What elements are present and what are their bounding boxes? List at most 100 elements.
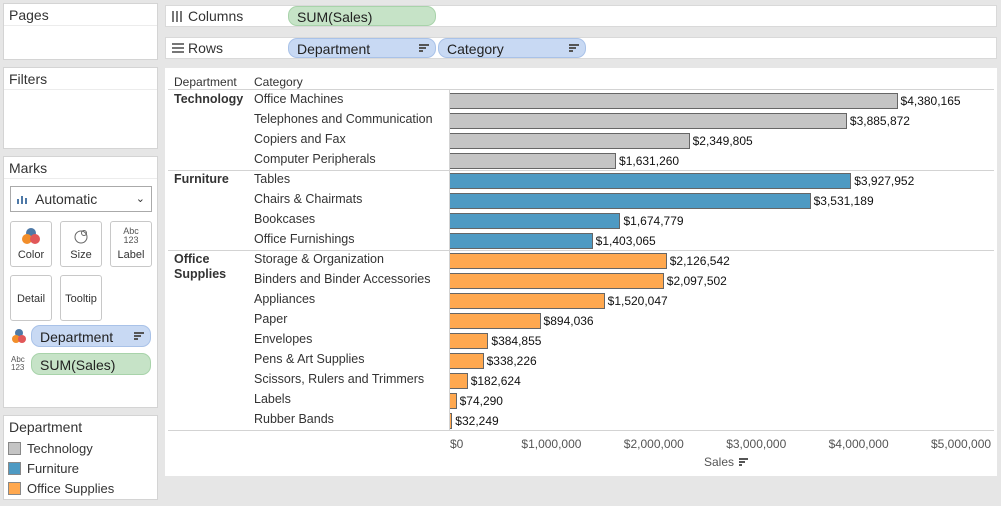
category-label: Copiers and Fax [254,132,346,146]
bar-mark[interactable] [449,273,664,289]
category-label: Binders and Binder Accessories [254,272,431,286]
category-label: Scissors, Rulers and Trimmers [254,372,425,386]
data-label: $894,036 [543,314,594,328]
bar-mark[interactable] [449,93,898,109]
data-label: $74,290 [459,394,503,408]
bar-mark[interactable] [449,213,621,229]
department-header: Department [174,75,237,89]
data-label: $32,249 [455,414,499,428]
size-button[interactable]: Size [60,221,102,267]
sort-icon [419,44,429,53]
legend-item-office-supplies[interactable]: Office Supplies [8,481,114,496]
category-label: Appliances [254,292,316,306]
data-label: $182,624 [470,374,521,388]
x-tick-label: $3,000,000 [726,437,787,451]
sort-icon [739,458,749,466]
detail-button[interactable]: Detail [10,275,52,321]
pages-card: Pages [3,3,158,60]
data-label: $3,531,189 [813,194,874,208]
color-icon [11,227,51,245]
legend-item-technology[interactable]: Technology [8,441,93,456]
data-label: $3,927,952 [854,174,915,188]
data-label: $384,855 [491,334,542,348]
category-label: Envelopes [254,332,313,346]
legend-title: Department [9,419,83,435]
category-label: Paper [254,312,288,326]
label-button-label: Label [117,249,145,261]
mark-type-value: Automatic [35,191,98,207]
bar-mark[interactable] [449,253,667,269]
bar-mark[interactable] [449,233,593,249]
rows-category-pill[interactable]: Category [438,38,586,58]
tooltip-button-label: Tooltip [65,293,97,305]
category-header: Category [254,75,303,89]
data-label: $1,403,065 [595,234,656,248]
rows-label: Rows [188,40,224,56]
axis-zero-line [449,90,450,430]
department-label: Technology [174,92,244,106]
marks-title: Marks [4,157,157,179]
bar-mark[interactable] [449,393,457,409]
chevron-down-icon: ⌄ [135,193,145,205]
data-label: $3,885,872 [849,114,910,128]
data-label: $2,097,502 [666,274,727,288]
label-button[interactable]: Abc 123 Label [110,221,152,267]
category-label: Rubber Bands [254,412,334,426]
columns-icon [172,10,182,22]
pages-title: Pages [4,4,157,26]
bar-mark[interactable] [449,373,468,389]
category-label: Tables [254,172,291,186]
legend-swatch [8,482,21,495]
chart-area: Department Category Sales Technology Offi… [165,68,997,476]
size-icon [61,227,101,245]
category-label: Labels [254,392,291,406]
category-label: Computer Peripherals [254,152,376,166]
tooltip-button[interactable]: Tooltip [60,275,102,321]
bar-mark[interactable] [449,353,484,369]
rows-department-pill[interactable]: Department [288,38,436,58]
data-label: $2,349,805 [692,134,753,148]
columns-label: Columns [188,8,244,24]
category-label: Office Machines [254,92,344,106]
category-label: Office Furnishings [254,232,355,246]
bar-mark[interactable] [449,173,852,189]
sort-icon [569,44,579,53]
color-department-pill-label: Department [40,329,114,345]
rows-department-label: Department [297,41,371,57]
data-label: $2,126,542 [669,254,730,268]
legend-item-furniture[interactable]: Furniture [8,461,79,476]
bar-mark[interactable] [449,313,541,329]
bar-mark[interactable] [449,153,617,169]
color-department-pill[interactable]: Department [31,325,151,347]
category-label: Chairs & Chairmats [254,192,363,206]
filters-title: Filters [4,68,157,90]
mark-type-select[interactable]: Automatic ⌄ [10,186,152,212]
color-button[interactable]: Color [10,221,52,267]
legend-label: Technology [27,441,93,456]
bar-mark[interactable] [449,333,489,349]
size-button-label: Size [70,249,92,261]
x-tick-label: $5,000,000 [931,437,992,451]
columns-sum-sales-pill[interactable]: SUM(Sales) [288,6,436,26]
legend-label: Furniture [27,461,80,476]
color-button-label: Color [17,249,45,261]
columns-shelf-label: Columns [172,8,243,24]
label-sum-sales-pill[interactable]: SUM(Sales) [31,353,151,375]
x-axis-title: Sales [704,455,749,469]
bar-mark[interactable] [449,133,690,149]
filters-card[interactable]: Filters [3,67,158,149]
data-label: $4,380,165 [900,94,961,108]
columns-pill-label: SUM(Sales) [297,9,373,25]
bar-mark[interactable] [449,293,605,309]
group-separator [168,430,994,431]
category-label: Bookcases [254,212,316,226]
label-sum-sales-pill-label: SUM(Sales) [40,357,116,373]
data-label: $1,631,260 [619,154,680,168]
data-label: $1,674,779 [623,214,684,228]
bar-mark[interactable] [449,113,847,129]
bar-mark[interactable] [449,193,811,209]
category-label: Pens & Art Supplies [254,352,365,366]
legend-label: Office Supplies [27,481,115,496]
rows-icon [172,42,184,53]
sort-icon [134,332,144,341]
